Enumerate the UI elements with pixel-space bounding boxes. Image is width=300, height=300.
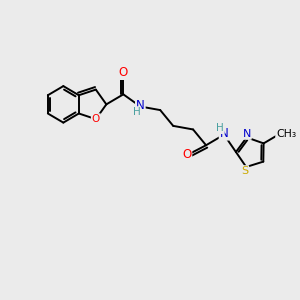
Text: CH₃: CH₃ <box>276 129 296 139</box>
Text: N: N <box>220 127 228 140</box>
Text: O: O <box>182 148 191 161</box>
Text: S: S <box>241 166 248 176</box>
Text: N: N <box>242 129 251 139</box>
Text: O: O <box>92 114 100 124</box>
Text: H: H <box>133 107 140 117</box>
Text: N: N <box>136 99 145 112</box>
Text: O: O <box>119 66 128 79</box>
Text: H: H <box>216 123 224 133</box>
